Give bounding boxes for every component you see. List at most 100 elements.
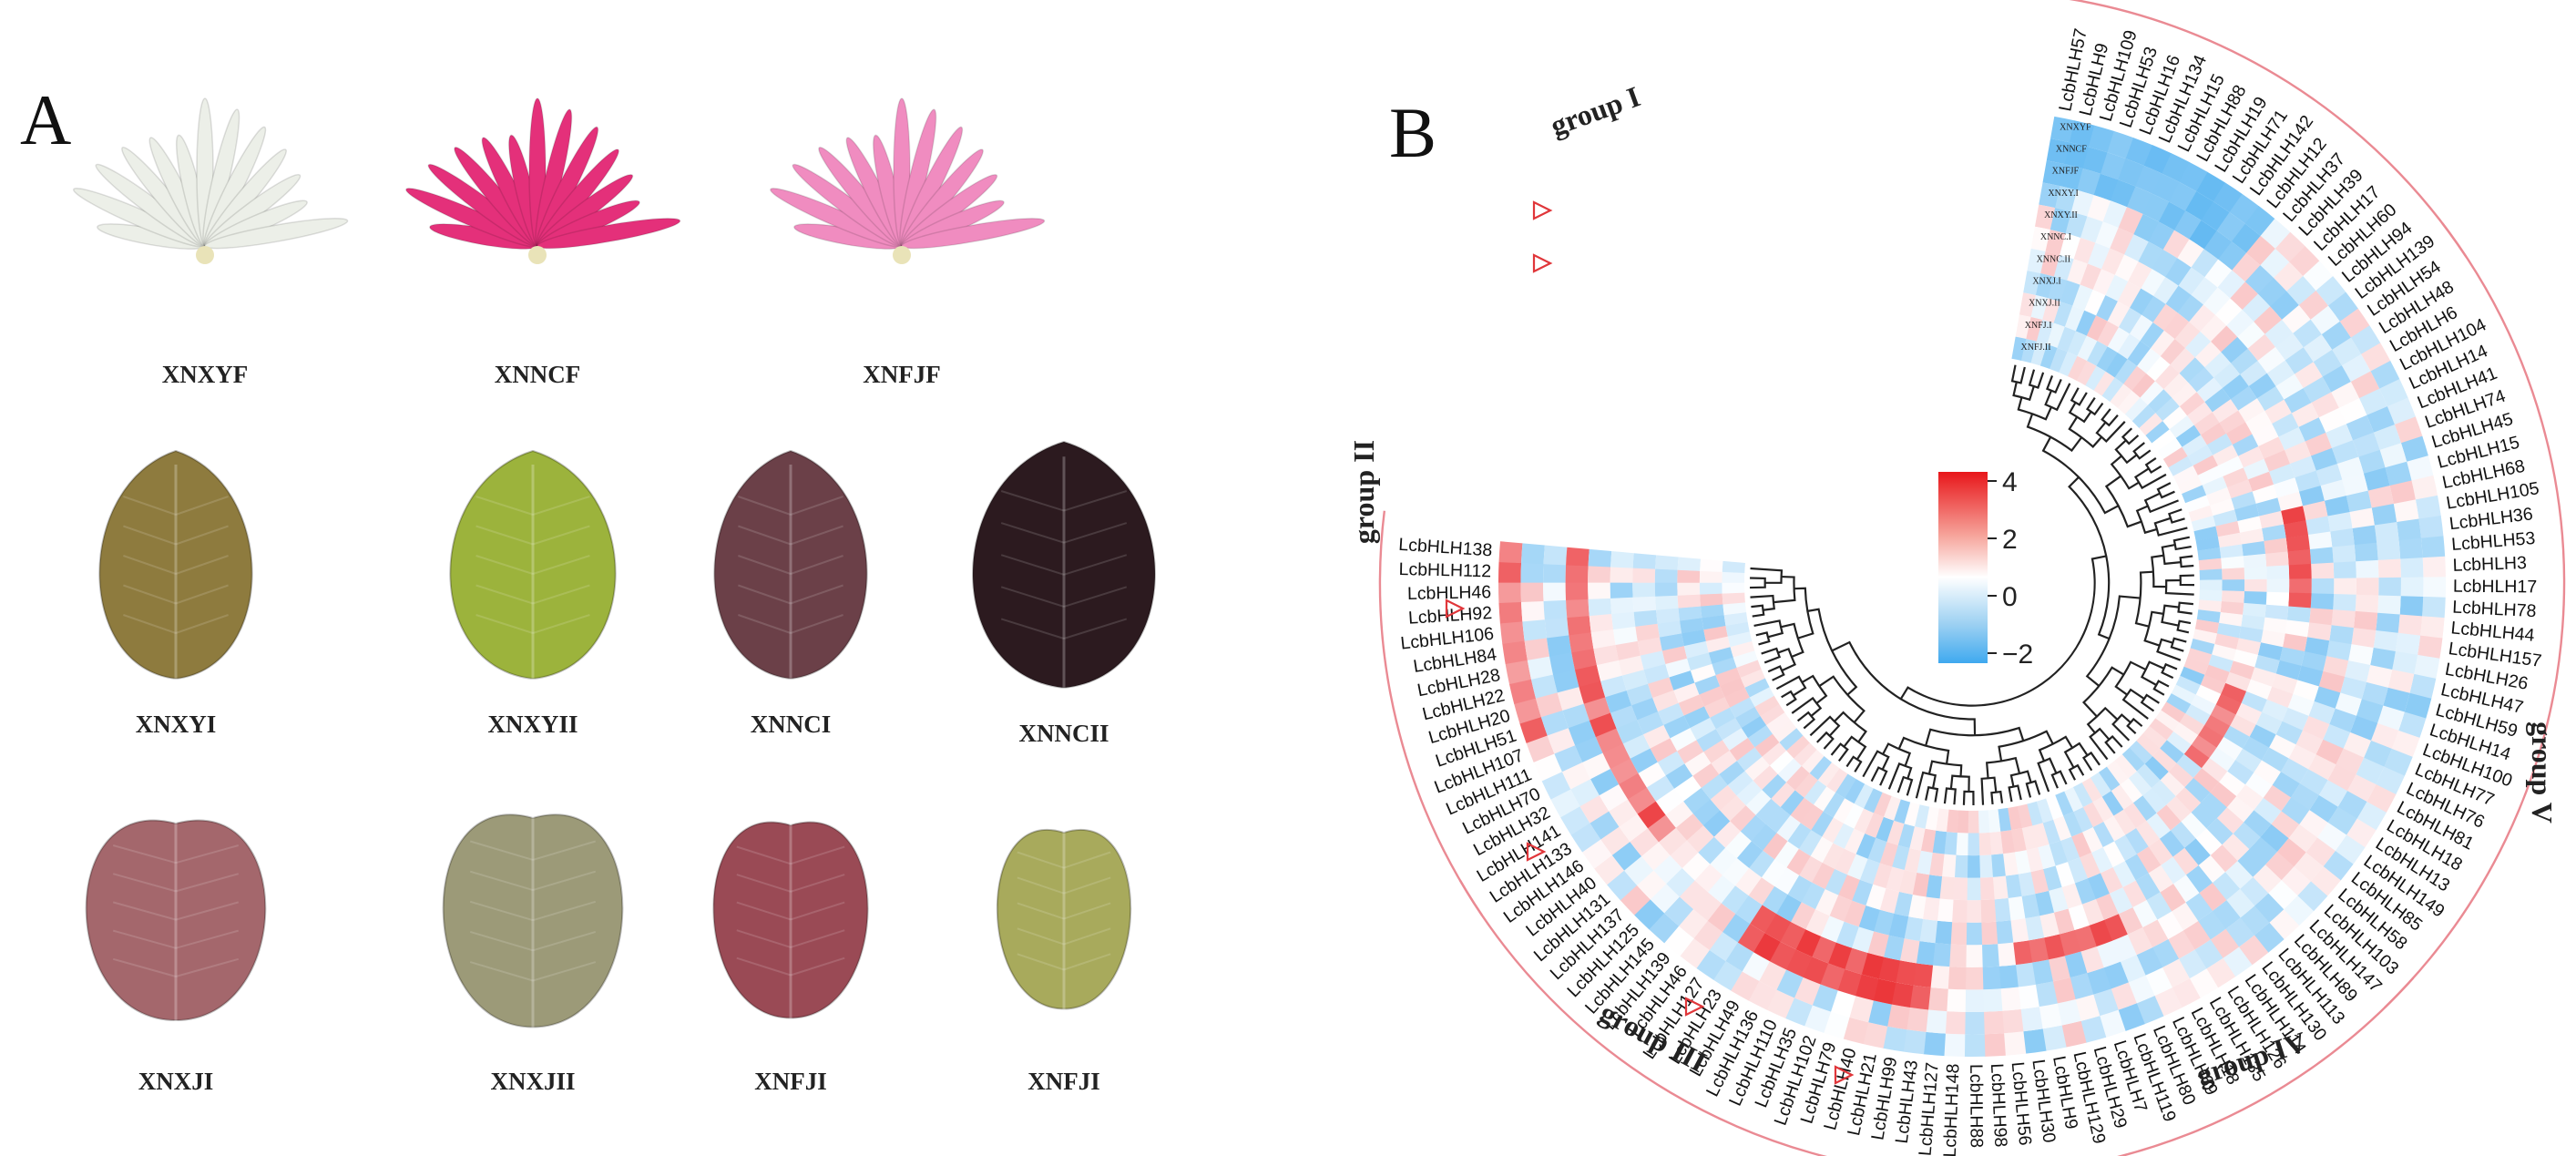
- heatmap-cell: [2179, 713, 2205, 736]
- legend-tick-0: 0: [2002, 582, 2018, 612]
- heatmap-cell: [2310, 865, 2341, 896]
- heatmap-cell: [1654, 582, 1678, 597]
- gene-label: LcbHLH3: [2452, 553, 2527, 576]
- heatmap-cell: [2199, 589, 2223, 602]
- heatmap-cell: [1798, 830, 1823, 856]
- heatmap-cell: [1663, 715, 1691, 739]
- heatmap-cell: [1520, 562, 1544, 583]
- heatmap-cell: [1909, 985, 1931, 1010]
- heatmap-cell: [2107, 327, 2131, 353]
- heatmap-cell: [1760, 703, 1785, 726]
- heatmap-cell: [2315, 464, 2343, 486]
- heatmap-cell: [2238, 446, 2264, 468]
- heatmap-cell: [2101, 791, 2124, 816]
- heatmap-cell: [2008, 895, 2026, 921]
- dendrogram-branch: [2167, 508, 2185, 524]
- heatmap-cell: [2232, 252, 2261, 282]
- heatmap-cell: [2110, 227, 2134, 255]
- heatmap-cell: [2238, 626, 2264, 643]
- heatmap-cell: [2298, 291, 2329, 321]
- heatmap-cell: [1988, 809, 2001, 833]
- condition-label: XNNC.I: [2040, 232, 2071, 242]
- dendrogram-branch: [2177, 601, 2194, 615]
- heatmap-cell: [1736, 841, 1763, 868]
- heatmap-cell: [2263, 617, 2287, 634]
- heatmap-cell: [2017, 803, 2033, 829]
- heatmap-cell: [2279, 647, 2305, 667]
- heatmap-cell: [1916, 941, 1936, 966]
- heatmap-cell: [2225, 671, 2251, 692]
- heatmap-cell: [1722, 560, 1745, 573]
- dendrogram-branch: [2161, 662, 2178, 680]
- heatmap-cell: [2206, 818, 2234, 845]
- heatmap-cell: [1621, 669, 1649, 691]
- heatmap-cell: [1631, 697, 1659, 721]
- heatmap-cell: [2358, 388, 2388, 416]
- heatmap-cell: [2399, 596, 2424, 617]
- heatmap-cell: [2236, 638, 2261, 656]
- heatmap-cell: [1677, 569, 1701, 583]
- heatmap-cell: [2060, 280, 2080, 306]
- heatmap-cell: [1499, 620, 1525, 644]
- heatmap-cell: [2204, 714, 2231, 738]
- heatmap-cell: [1846, 854, 1868, 880]
- heatmap-cell: [2303, 261, 2334, 292]
- heatmap-cell: [2050, 347, 2068, 373]
- heatmap-cell: [1812, 984, 1838, 1012]
- heatmap-cell: [1946, 809, 1959, 834]
- heatmap-cell: [1540, 710, 1569, 736]
- heatmap-cell: [1745, 789, 1772, 815]
- heatmap-cell: [1508, 679, 1537, 704]
- heatmap-cell: [2309, 547, 2334, 565]
- heatmap-cell: [1654, 568, 1678, 583]
- heatmap-cell: [1582, 752, 1610, 780]
- heatmap-cell: [1740, 814, 1766, 842]
- heatmap-cell: [1698, 836, 1726, 864]
- condition-label: XNFJ.I: [2025, 321, 2052, 331]
- heatmap-cell: [2107, 301, 2131, 328]
- leaf-row2-0: [85, 814, 267, 1033]
- heatmap-cell: [2240, 360, 2267, 387]
- heatmap-cell: [1520, 600, 1545, 622]
- heatmap-cell: [2162, 406, 2188, 430]
- heatmap-cell: [2165, 258, 2192, 286]
- dendrogram-branch: [1816, 731, 1835, 750]
- heatmap-cell: [1967, 877, 1981, 901]
- heatmap-cell: [1754, 695, 1780, 717]
- heatmap-cell: [2290, 783, 2319, 811]
- dendrogram-branch: [2081, 751, 2101, 772]
- heatmap-cell: [1762, 773, 1787, 799]
- dendrogram-branch: [1862, 750, 1890, 778]
- heatmap-cell: [2193, 412, 2220, 435]
- heatmap-cell: [2105, 353, 2128, 378]
- heatmap-cell: [2136, 996, 2164, 1025]
- heatmap-cell: [2146, 892, 2172, 920]
- heatmap-cell: [2193, 526, 2218, 541]
- heatmap-cell: [2288, 744, 2316, 770]
- heatmap-cell: [2185, 703, 2211, 726]
- heatmap-cell: [2005, 874, 2022, 898]
- heatmap-cell: [1642, 724, 1671, 749]
- heatmap-cell: [2305, 837, 2336, 867]
- heatmap-cell: [2172, 875, 2200, 903]
- heatmap-cell: [1650, 738, 1678, 762]
- heatmap-cell: [1861, 952, 1885, 979]
- heatmap-cell: [2037, 844, 2056, 870]
- heatmap-cell: [2023, 271, 2041, 296]
- dendrogram-branch: [2025, 780, 2041, 798]
- heatmap-cell: [1939, 875, 1956, 900]
- leaf-row2-2: [712, 816, 869, 1031]
- heatmap-cell: [1526, 735, 1555, 762]
- heatmap-cell: [1588, 582, 1611, 599]
- dendrogram-branch: [1751, 604, 1765, 618]
- heatmap-cell: [2135, 873, 2161, 901]
- heatmap-cell: [1829, 895, 1853, 922]
- heatmap-cell: [1599, 783, 1629, 812]
- heatmap-cell: [2329, 625, 2354, 645]
- heatmap-cell: [2269, 909, 2300, 940]
- heatmap-cell: [1984, 1033, 2006, 1057]
- heatmap-cell: [2060, 164, 2083, 190]
- heatmap-cell: [2393, 499, 2419, 523]
- heatmap-cell: [2219, 611, 2244, 627]
- heatmap-cell: [2227, 760, 2254, 785]
